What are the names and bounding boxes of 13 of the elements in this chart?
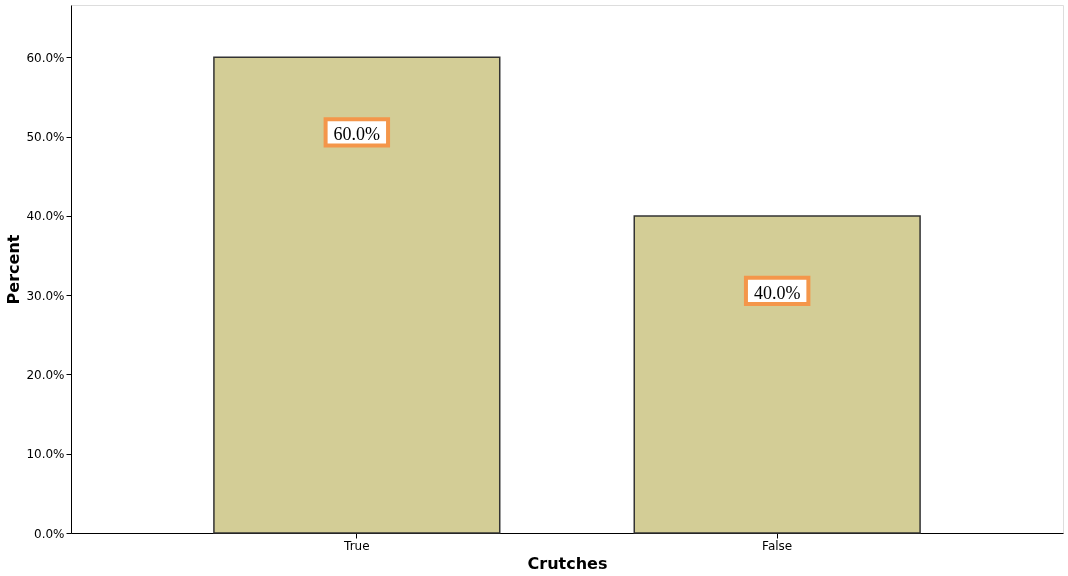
x-axis-title: Crutches [527, 553, 608, 573]
y-tick-label: 10.0% [26, 447, 65, 462]
y-tick-label: 50.0% [26, 130, 65, 145]
y-tick-label: 0.0% [34, 526, 65, 541]
y-tick-label: 20.0% [26, 367, 65, 382]
data-label: 60.0% [333, 124, 381, 145]
x-tick-label: True [343, 538, 370, 553]
y-tick-label: 60.0% [26, 50, 65, 65]
data-label: 40.0% [753, 282, 801, 303]
y-tick-label: 40.0% [26, 209, 65, 224]
x-tick-label: False [762, 538, 793, 553]
y-axis-title: Percent [4, 234, 24, 305]
y-tick-label: 30.0% [26, 288, 65, 303]
